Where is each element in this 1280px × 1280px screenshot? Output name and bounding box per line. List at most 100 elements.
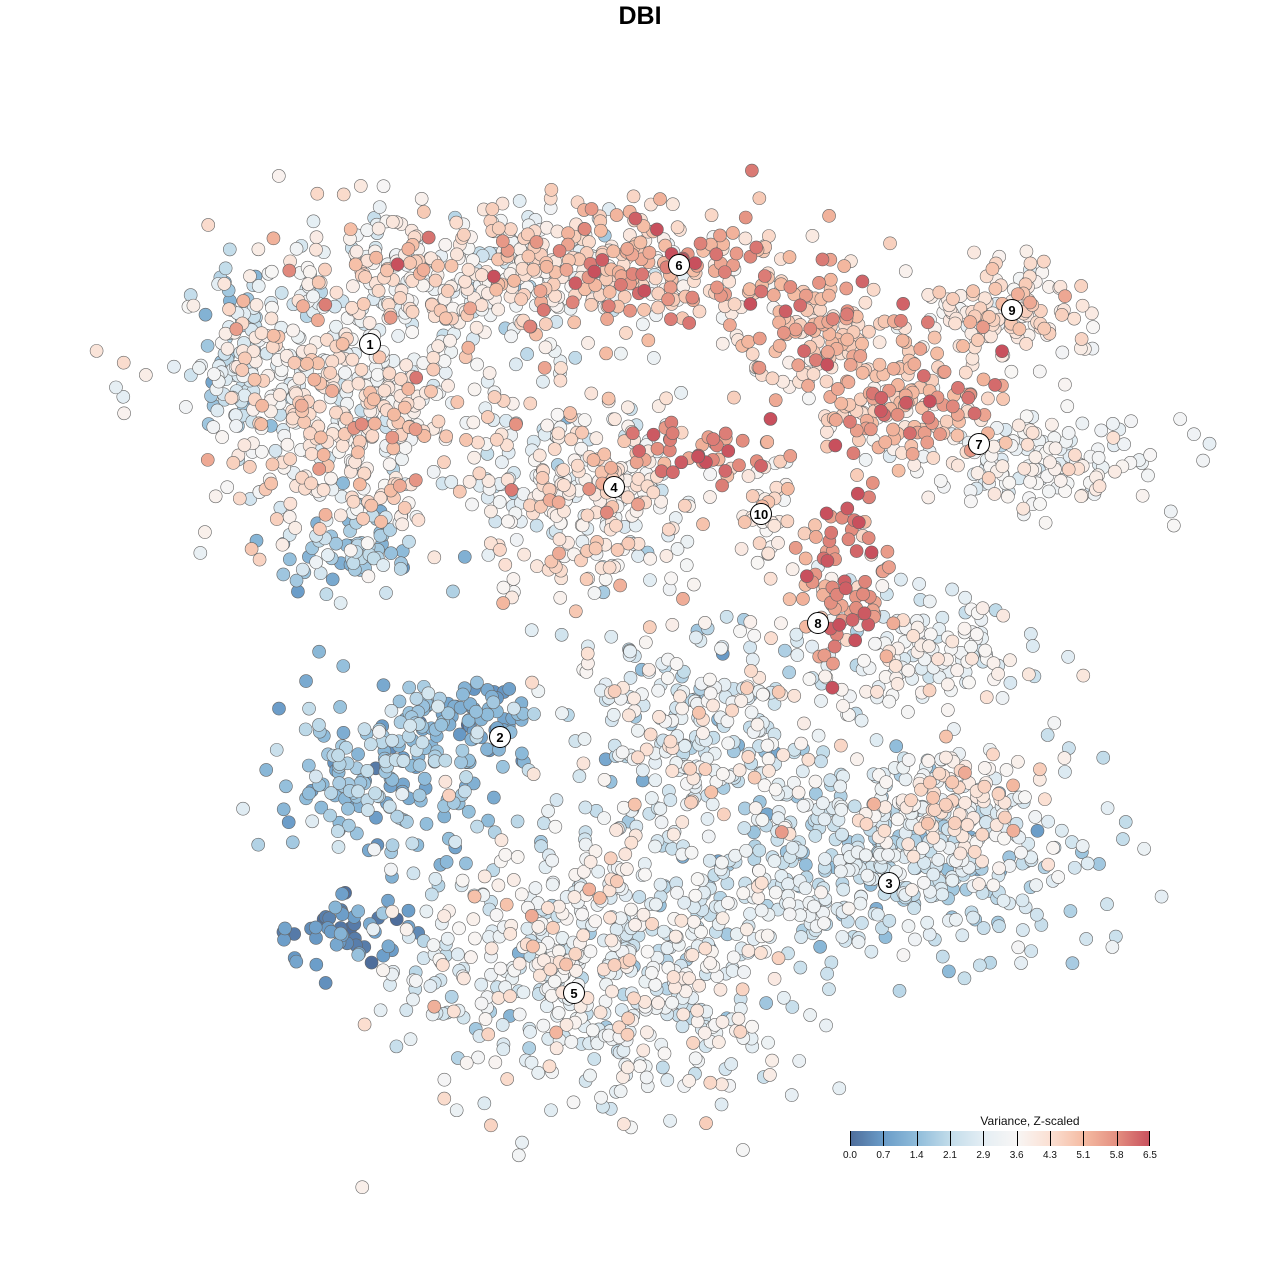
data-point (741, 944, 756, 958)
data-point (823, 773, 838, 787)
data-point (726, 950, 741, 965)
data-point (1028, 450, 1043, 464)
data-point (461, 804, 476, 819)
legend-tick-mark (950, 1131, 951, 1146)
data-point (309, 769, 323, 784)
data-point (575, 425, 589, 440)
data-point (1061, 650, 1075, 664)
data-point (503, 989, 517, 1003)
data-point (696, 517, 710, 532)
data-point (626, 189, 641, 204)
data-point (305, 814, 320, 829)
data-point (704, 208, 719, 222)
data-point (1100, 897, 1114, 912)
data-point (525, 675, 539, 690)
data-point (549, 1041, 564, 1056)
data-point (557, 478, 571, 492)
legend-tick-mark (883, 1131, 885, 1146)
data-point (238, 351, 252, 366)
data-point (926, 451, 941, 465)
data-point (780, 514, 795, 529)
data-point (583, 1068, 597, 1083)
data-point (703, 1075, 718, 1090)
data-point (343, 222, 358, 237)
data-point (731, 1011, 746, 1026)
data-point (396, 754, 411, 768)
data-point (814, 885, 828, 900)
data-point (309, 242, 323, 257)
data-point (276, 802, 291, 817)
data-point (741, 469, 756, 483)
data-point (858, 574, 872, 589)
data-point (295, 562, 310, 577)
data-point (564, 1035, 579, 1049)
data-point (514, 292, 528, 307)
data-point (981, 471, 996, 485)
data-point (393, 479, 407, 493)
data-point (534, 839, 548, 854)
data-point (507, 273, 521, 288)
data-point (311, 275, 326, 290)
data-point (1091, 451, 1106, 465)
data-point (629, 455, 644, 470)
data-point (412, 396, 426, 410)
data-point (607, 684, 622, 698)
data-point (604, 933, 619, 948)
data-point (499, 897, 514, 912)
data-point (664, 571, 678, 586)
data-point (382, 457, 397, 472)
data-point (509, 417, 523, 432)
data-point (750, 555, 765, 570)
data-point (1001, 489, 1015, 504)
data-point (361, 569, 376, 584)
data-point (566, 1095, 581, 1110)
data-point (1037, 254, 1051, 269)
data-point (754, 903, 769, 918)
data-point (704, 785, 719, 799)
data-point (526, 767, 541, 781)
data-point (698, 941, 713, 956)
data-point (491, 302, 505, 317)
data-point (484, 968, 498, 982)
data-point (732, 458, 746, 473)
data-point (419, 904, 434, 919)
data-point (713, 228, 727, 243)
legend-tick-label: 3.6 (1009, 1150, 1024, 1161)
data-point (515, 746, 529, 761)
data-point (471, 1050, 485, 1065)
data-point (852, 515, 866, 530)
data-point (316, 448, 331, 462)
data-point (437, 1072, 452, 1087)
data-point (1032, 364, 1047, 379)
data-point (890, 812, 905, 827)
data-point (822, 982, 836, 997)
data-point (734, 542, 749, 556)
data-point (503, 927, 518, 941)
data-point (576, 928, 591, 943)
data-point (882, 694, 896, 709)
data-point (1053, 473, 1068, 488)
data-point (995, 459, 1010, 474)
data-point (371, 284, 386, 298)
data-point (840, 501, 855, 516)
data-point (286, 323, 300, 338)
data-point (294, 398, 309, 413)
data-point (619, 326, 633, 340)
data-point (493, 961, 508, 976)
data-point (319, 587, 334, 602)
data-point (282, 263, 297, 278)
data-point (421, 230, 436, 245)
data-point (235, 363, 250, 377)
data-point (628, 211, 643, 226)
cluster-label-4: 4 (603, 476, 625, 498)
data-point (412, 788, 427, 803)
data-point (383, 310, 398, 325)
data-point (765, 371, 780, 386)
data-point (933, 474, 948, 488)
data-point (283, 496, 298, 511)
data-point (865, 476, 880, 490)
data-point (351, 904, 365, 919)
data-point (788, 541, 803, 555)
data-point (642, 620, 657, 634)
data-point (289, 242, 304, 256)
